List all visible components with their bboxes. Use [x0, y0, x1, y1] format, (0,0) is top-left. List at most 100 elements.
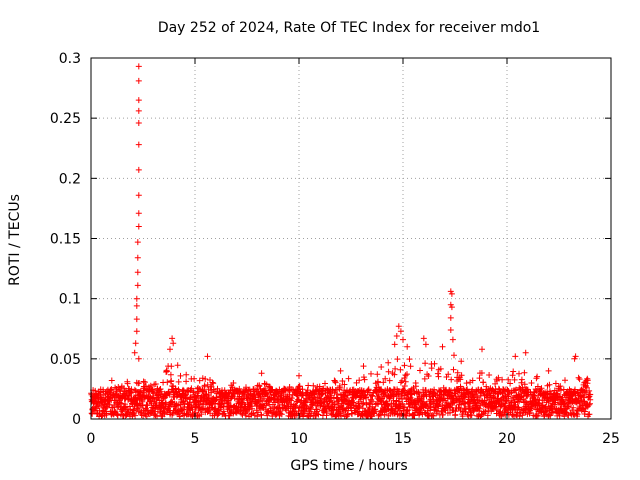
- data-point: [363, 394, 369, 400]
- data-point: [260, 403, 267, 410]
- data-point: [397, 328, 404, 335]
- data-point: [463, 380, 470, 387]
- data-point: [431, 360, 438, 367]
- data-point: [516, 413, 523, 420]
- data-point: [486, 372, 493, 378]
- data-point: [399, 400, 406, 407]
- data-point: [425, 373, 432, 379]
- data-point: [395, 323, 402, 330]
- data-point: [458, 358, 465, 365]
- y-tick-label: 0.2: [59, 171, 81, 187]
- data-point: [132, 412, 139, 419]
- data-point: [317, 400, 324, 407]
- data-point: [188, 385, 195, 392]
- data-point: [412, 383, 419, 390]
- data-point: [259, 404, 266, 411]
- data-point: [292, 403, 299, 410]
- data-point: [586, 411, 593, 418]
- data-point: [504, 387, 511, 393]
- data-point: [407, 363, 414, 370]
- data-point: [570, 404, 577, 411]
- data-point: [133, 316, 140, 323]
- data-point: [337, 367, 344, 374]
- data-point: [254, 413, 261, 420]
- data-point: [551, 387, 558, 394]
- data-point: [583, 384, 590, 391]
- data-point: [152, 381, 159, 387]
- data-point: [256, 383, 263, 390]
- data-point: [95, 403, 102, 410]
- data-point: [510, 368, 517, 375]
- data-point: [448, 290, 455, 297]
- data-point: [202, 376, 209, 382]
- data-point: [360, 363, 367, 370]
- y-tick-label: 0.3: [59, 51, 81, 67]
- data-point: [133, 295, 140, 302]
- data-point: [108, 386, 115, 393]
- data-point: [368, 370, 374, 377]
- data-point: [431, 386, 438, 393]
- data-point: [260, 395, 267, 402]
- data-point: [134, 269, 141, 276]
- data-point: [135, 120, 142, 126]
- data-point: [131, 349, 138, 356]
- data-point: [375, 392, 382, 398]
- data-point: [561, 400, 568, 407]
- data-point: [168, 377, 175, 384]
- data-point: [112, 384, 119, 391]
- x-tick-label: 5: [191, 431, 200, 447]
- data-point: [132, 340, 139, 347]
- x-tick-label: 15: [394, 431, 412, 447]
- data-point: [208, 401, 215, 408]
- data-point: [135, 141, 142, 148]
- data-point: [511, 376, 518, 383]
- data-point: [139, 398, 146, 405]
- data-point: [587, 396, 594, 403]
- data-point: [564, 403, 571, 410]
- data-point: [177, 372, 184, 379]
- data-point: [356, 377, 363, 384]
- data-point: [393, 391, 400, 398]
- data-point: [478, 370, 485, 376]
- data-point: [514, 409, 521, 416]
- data-point: [552, 380, 559, 387]
- data-point: [135, 63, 142, 70]
- data-point: [135, 107, 142, 114]
- data-point: [528, 380, 535, 386]
- data-point: [258, 370, 265, 377]
- data-point: [447, 327, 454, 333]
- data-point: [296, 383, 303, 390]
- data-point: [374, 371, 381, 378]
- data-point: [505, 393, 512, 400]
- data-point: [230, 380, 237, 386]
- data-point: [382, 375, 389, 382]
- data-point: [126, 409, 132, 416]
- data-point: [402, 378, 409, 385]
- data-point: [499, 376, 506, 383]
- data-point: [348, 405, 355, 412]
- data-point: [243, 384, 249, 391]
- data-point: [494, 377, 500, 384]
- data-point: [385, 359, 392, 366]
- data-point: [300, 392, 307, 399]
- y-axis-label: ROTI / TECUs: [7, 194, 23, 286]
- data-point: [304, 387, 311, 394]
- data-point: [516, 370, 522, 377]
- data-point: [430, 412, 437, 419]
- data-point: [545, 367, 552, 374]
- data-point: [404, 371, 410, 378]
- data-point: [458, 401, 465, 408]
- data-point: [401, 362, 408, 369]
- data-point: [448, 376, 455, 383]
- data-point: [353, 379, 360, 386]
- data-point: [349, 410, 355, 417]
- data-point: [560, 386, 567, 393]
- data-point: [322, 380, 328, 387]
- data-point: [164, 379, 171, 386]
- data-point: [417, 367, 423, 374]
- data-point: [534, 412, 541, 419]
- data-point: [332, 379, 339, 386]
- data-point: [562, 377, 568, 384]
- data-point: [557, 383, 564, 390]
